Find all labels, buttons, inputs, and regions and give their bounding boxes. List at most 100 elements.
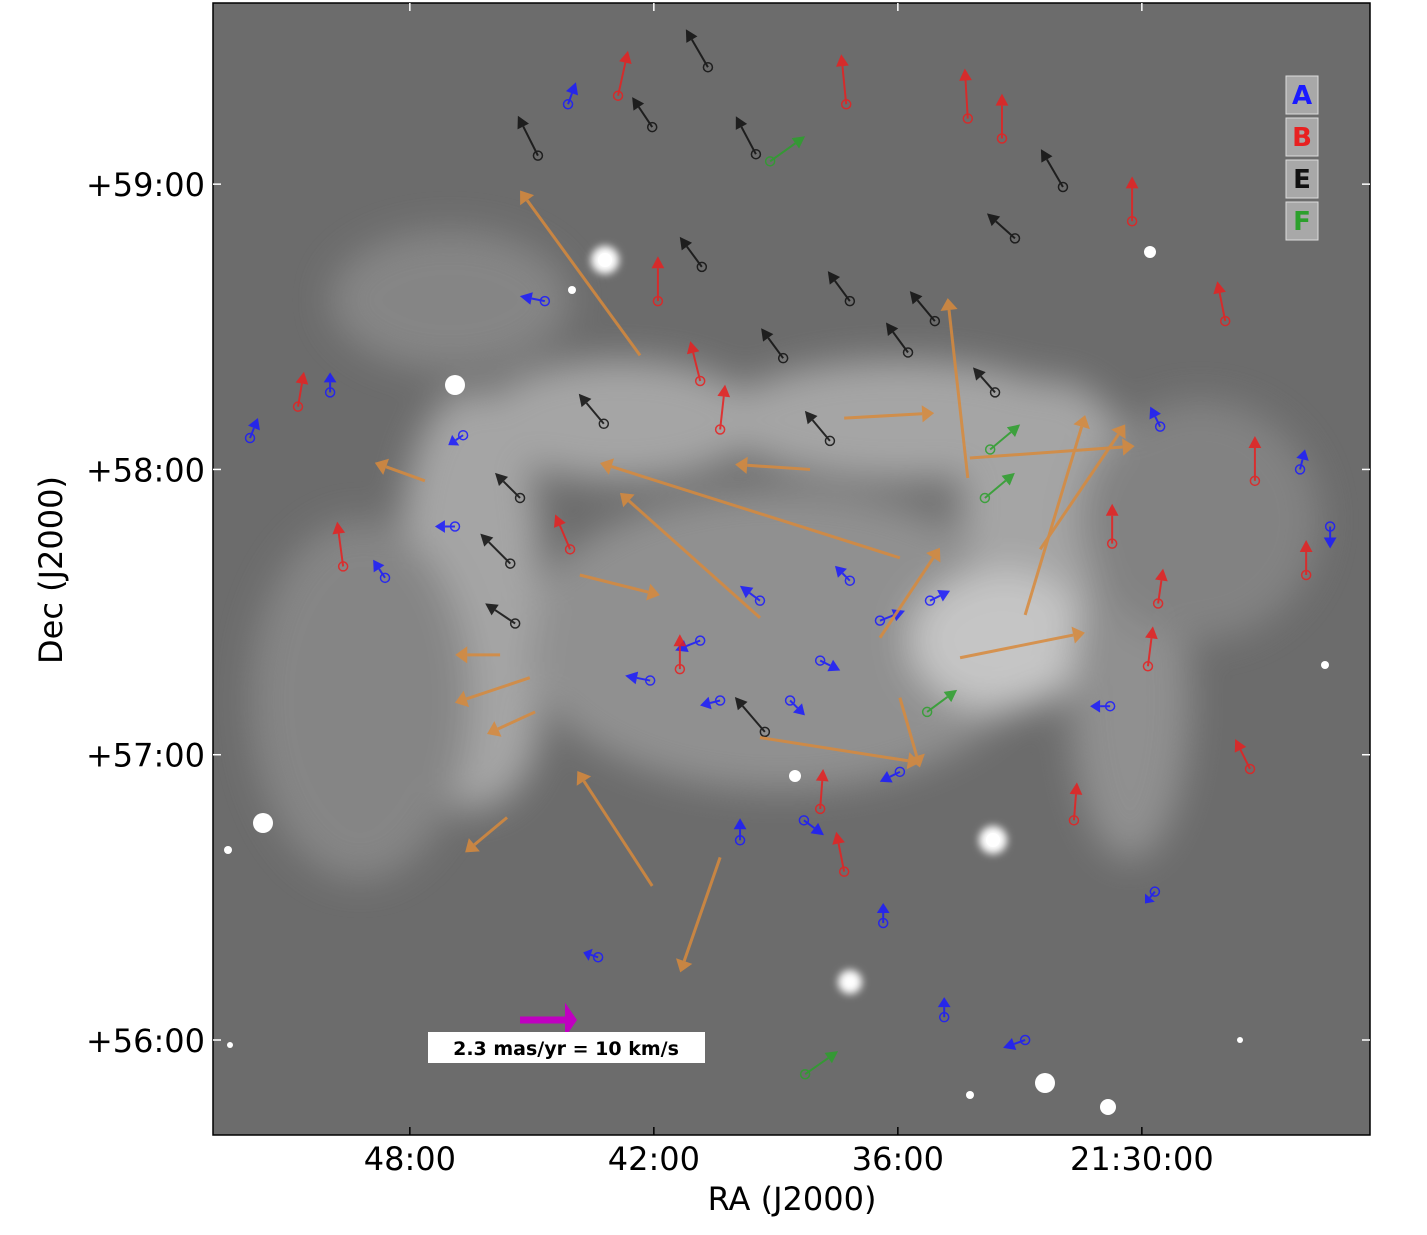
star-marker xyxy=(1057,181,1069,193)
proper-motion-arrow-head xyxy=(673,634,687,647)
star-marker xyxy=(824,435,836,447)
proper-motion-arrow-head xyxy=(1122,438,1135,456)
star-marker xyxy=(564,544,576,555)
proper-motion-arrow-head xyxy=(733,818,747,830)
star-marker xyxy=(532,150,544,161)
proper-motion-arrow-shaft xyxy=(378,568,386,579)
proper-motion-arrow-head xyxy=(619,50,632,64)
proper-motion-arrow-head xyxy=(717,384,731,398)
proper-motion-arrow-shaft xyxy=(889,770,901,778)
star-marker xyxy=(979,492,991,504)
proper-motion-arrow-shaft xyxy=(531,297,546,303)
proper-motion-arrow-head xyxy=(679,236,693,251)
star-marker xyxy=(844,295,856,307)
star-marker xyxy=(874,615,886,626)
star-marker xyxy=(505,558,516,569)
legend-box xyxy=(1285,117,1319,157)
star-marker xyxy=(562,99,574,110)
star-marker xyxy=(814,655,826,666)
proper-motion-arrow-shaft xyxy=(789,699,799,709)
proper-motion-arrow-shaft xyxy=(1149,891,1156,899)
proper-motion-arrow-head xyxy=(735,116,748,130)
proper-motion-arrow-head xyxy=(761,328,774,342)
star-marker xyxy=(379,572,391,584)
star-marker xyxy=(702,61,714,73)
proper-motion-arrow-head xyxy=(519,292,533,305)
proper-motion-arrow-shaft xyxy=(617,62,627,96)
proper-motion-arrow-head xyxy=(1006,424,1021,438)
star-marker xyxy=(714,424,726,435)
proper-motion-arrow-head xyxy=(940,298,958,311)
proper-motion-arrow-shaft xyxy=(522,125,539,157)
proper-motion-arrow-head xyxy=(1003,1037,1017,1050)
proper-motion-arrow-head xyxy=(565,82,579,96)
vector-group xyxy=(480,29,1069,738)
star-marker xyxy=(598,418,610,430)
proper-motion-arrow-head xyxy=(465,838,480,853)
proper-motion-arrow-shaft xyxy=(759,736,909,763)
star-marker xyxy=(798,815,810,826)
star-marker xyxy=(1152,598,1164,609)
proper-motion-arrow-shaft xyxy=(947,309,970,479)
vector-group xyxy=(764,136,1021,1080)
proper-motion-arrow-head xyxy=(921,405,935,423)
star-marker xyxy=(514,492,526,504)
proper-motion-arrow-shaft xyxy=(819,659,831,667)
star-marker xyxy=(644,675,656,686)
proper-motion-arrow-head xyxy=(332,521,346,535)
proper-motion-arrow-head xyxy=(824,1051,839,1064)
proper-motion-arrow-head xyxy=(926,547,941,563)
proper-motion-arrow-shaft xyxy=(525,199,642,357)
proper-motion-arrow-head xyxy=(583,948,593,961)
star-marker xyxy=(646,121,658,133)
star-marker xyxy=(1149,886,1161,897)
proper-motion-arrow-head xyxy=(995,93,1009,106)
proper-motion-arrow-head xyxy=(1145,626,1158,640)
proper-motion-arrow-head xyxy=(937,589,951,602)
star-marker xyxy=(1300,569,1312,581)
x-tick-label: 21:30:00 xyxy=(1070,1140,1214,1178)
vector-group xyxy=(374,190,1135,973)
legend-label: E xyxy=(1293,165,1311,195)
proper-motion-arrow-head xyxy=(1040,149,1053,163)
proper-motion-arrow-head xyxy=(735,456,748,474)
y-axis-label: Dec (J2000) xyxy=(32,476,70,664)
proper-motion-arrow-head xyxy=(480,533,494,547)
legend-box xyxy=(1285,75,1319,115)
star-marker xyxy=(694,375,706,387)
proper-motion-arrow-head xyxy=(1144,893,1155,904)
proper-motion-arrow-head xyxy=(1071,626,1085,644)
proper-motion-arrow-shaft xyxy=(879,614,895,622)
proper-motion-arrow-head xyxy=(685,29,698,43)
star-marker xyxy=(1244,763,1256,775)
star-marker xyxy=(1142,661,1154,672)
star-marker xyxy=(1219,315,1231,327)
star-marker xyxy=(984,444,996,455)
proper-motion-arrow-shaft xyxy=(841,66,848,105)
proper-motion-arrow-shaft xyxy=(844,412,923,420)
proper-motion-arrow-head xyxy=(1069,782,1083,795)
proper-motion-arrow-head xyxy=(578,393,592,408)
proper-motion-arrow-head xyxy=(454,690,470,708)
proper-motion-arrow-head xyxy=(836,54,849,67)
proper-motion-arrow-shaft xyxy=(803,819,815,829)
proper-motion-arrow-shaft xyxy=(249,427,255,439)
proper-motion-arrow-head xyxy=(739,585,754,599)
vector-group xyxy=(244,82,1337,1050)
star-marker xyxy=(714,695,726,706)
star-marker xyxy=(674,663,686,675)
star-marker xyxy=(814,803,826,815)
proper-motion-arrow-head xyxy=(879,771,893,783)
proper-motion-arrow-head xyxy=(686,341,700,355)
proper-motion-arrow-head xyxy=(373,559,385,573)
proper-motion-arrow-head xyxy=(374,458,390,475)
proper-motion-arrow-head xyxy=(1073,415,1090,430)
proper-motion-arrow-head xyxy=(625,671,639,685)
proper-motion-arrow-shaft xyxy=(964,80,969,119)
proper-motion-arrow-shaft xyxy=(719,396,725,430)
proper-motion-arrow-head xyxy=(986,213,1001,227)
proper-motion-arrow-head xyxy=(791,136,806,149)
proper-motion-arrow-shaft xyxy=(898,697,919,757)
star-marker xyxy=(924,595,936,606)
